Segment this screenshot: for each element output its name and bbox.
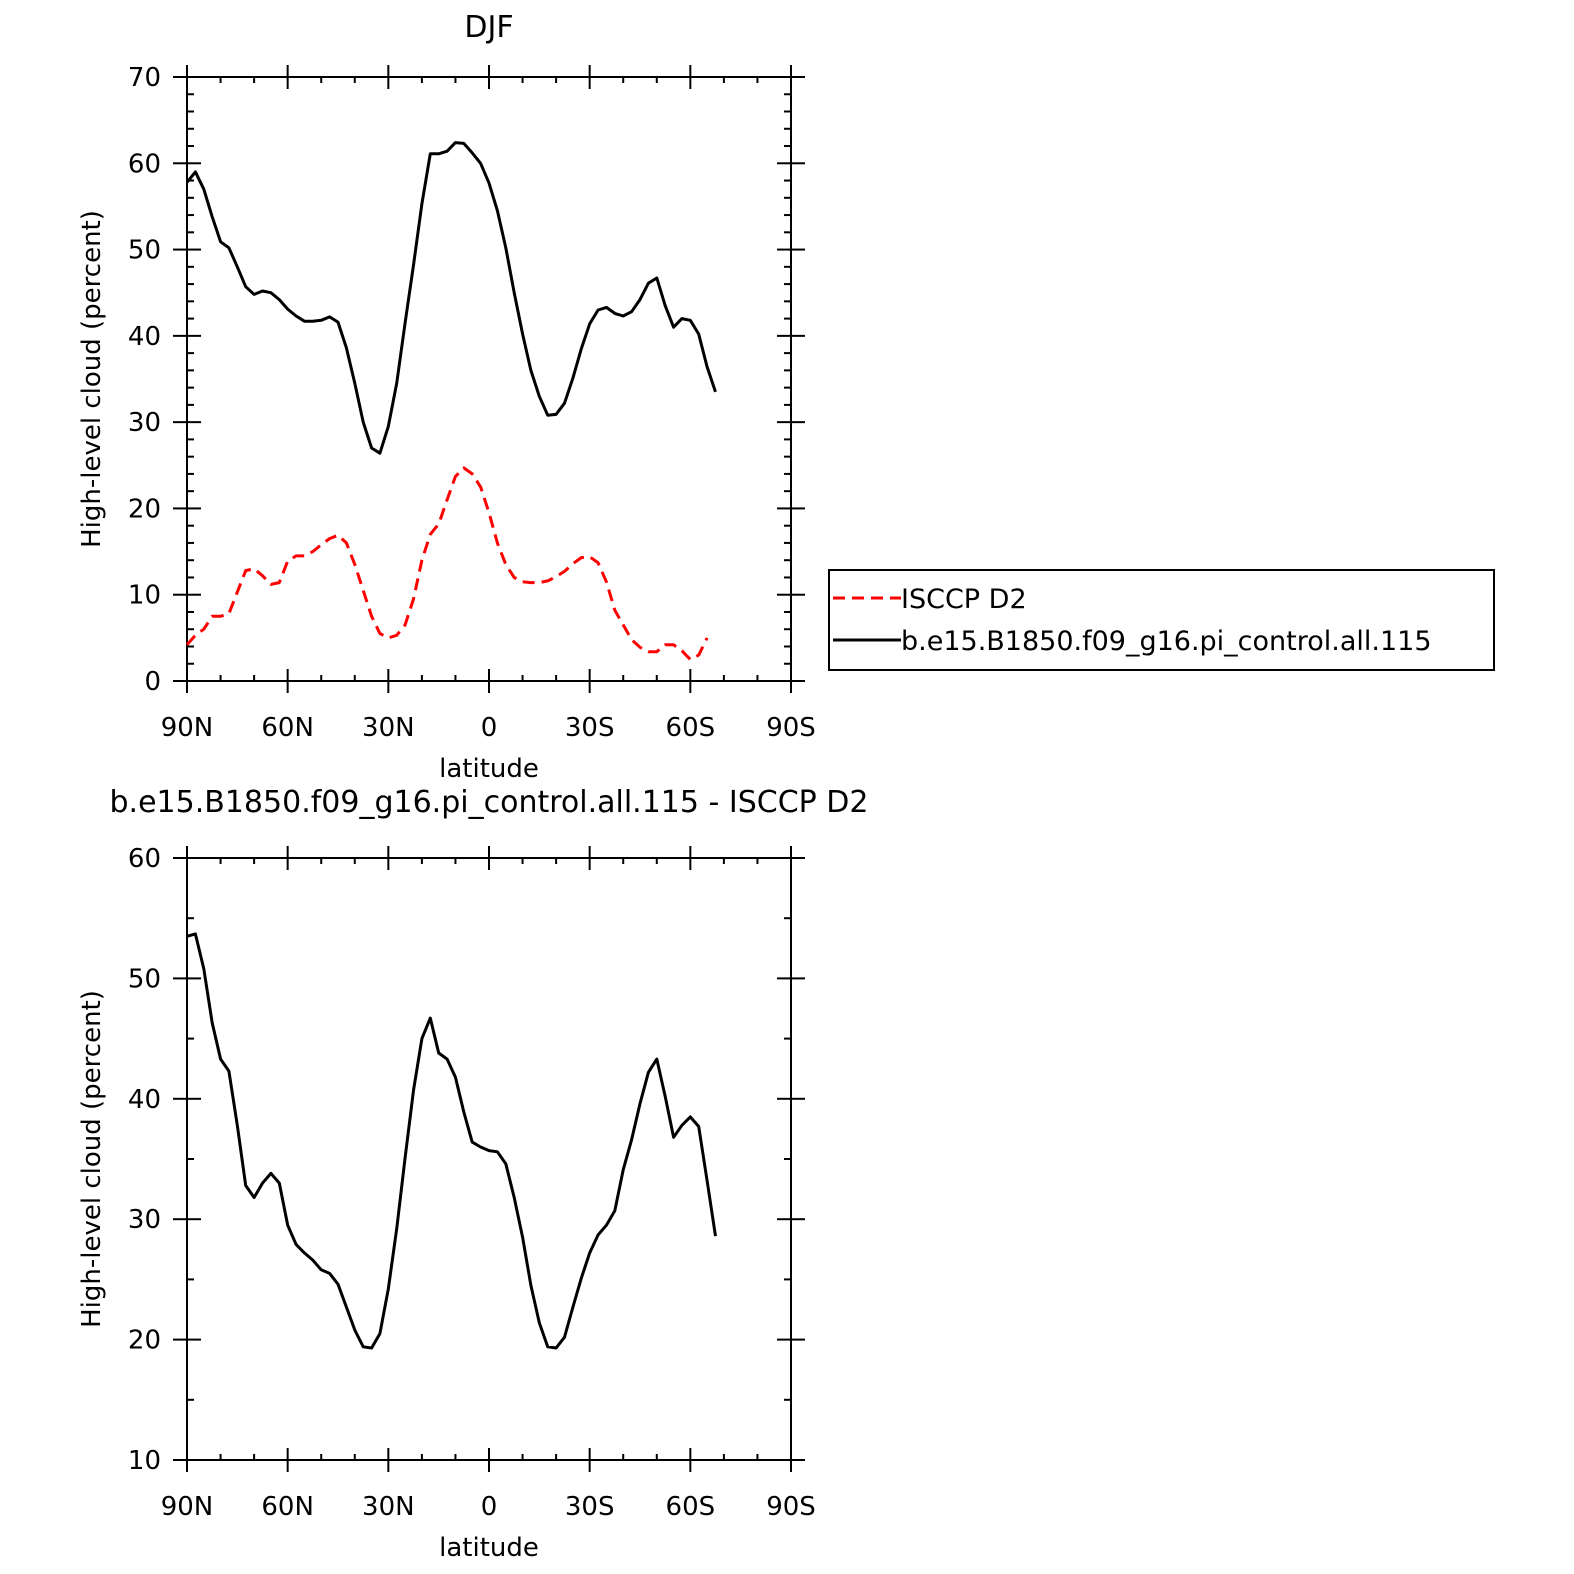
x-tick-label: 60N [261, 713, 314, 743]
x-tick-label: 30N [362, 1492, 415, 1522]
series-line-2 [185, 141, 717, 455]
x-tick-label: 90N [161, 1492, 214, 1522]
y-tick-label: 20 [128, 494, 161, 524]
plot-frame [186, 857, 792, 1461]
x-tick-label: 30N [362, 713, 415, 743]
y-tick-label: 60 [128, 844, 161, 874]
y-tick-label: 30 [128, 408, 161, 438]
x-tick-label: 30S [565, 1492, 615, 1522]
legend-label: b.e15.B1850.f09_g16.pi_control.all.115 [901, 626, 1432, 657]
x-axis-label: latitude [439, 754, 539, 784]
y-tick-label: 50 [128, 964, 161, 994]
plot-2: b.e15.B1850.f09_g16.pi_control.all.115 -… [77, 785, 868, 1563]
x-tick-label: 0 [481, 1492, 498, 1522]
x-tick-label: 90S [766, 1492, 816, 1522]
y-tick-label: 20 [128, 1326, 161, 1356]
y-tick-label: 10 [128, 581, 161, 611]
x-tick-label: 60S [666, 1492, 716, 1522]
legend-box [828, 569, 1495, 671]
y-tick-label: 50 [128, 236, 161, 266]
x-tick-label: 90N [161, 713, 214, 743]
legend: ISCCP D2 b.e15.B1850.f09_g16.pi_control.a… [828, 569, 1495, 671]
plot-frame [186, 76, 792, 682]
y-tick-label: 70 [128, 63, 161, 93]
y-tick-label: 30 [128, 1205, 161, 1235]
x-tick-label: 60S [666, 713, 716, 743]
y-tick-label: 0 [144, 667, 161, 697]
series-line-1 [185, 466, 709, 661]
y-axis-label: High-level cloud (percent) [77, 210, 107, 548]
x-tick-label: 90S [766, 713, 816, 743]
series-line-1 [186, 932, 717, 1350]
y-tick-label: 40 [128, 1085, 161, 1115]
plot-title: DJF [464, 10, 513, 45]
x-tick-label: 0 [481, 713, 498, 743]
x-tick-label: 60N [261, 1492, 314, 1522]
x-axis-label: latitude [439, 1533, 539, 1563]
y-axis-label: High-level cloud (percent) [77, 990, 107, 1328]
x-tick-label: 30S [565, 713, 615, 743]
y-tick-label: 40 [128, 322, 161, 352]
y-tick-label: 10 [128, 1446, 161, 1476]
y-tick-label: 60 [128, 149, 161, 179]
plot-title: b.e15.B1850.f09_g16.pi_control.all.115 -… [110, 785, 869, 820]
plot-1: DJF 90N 60N 30N 0 30S 60S 90S 0 10 20 30 40 50 60 70 lat… [77, 10, 1495, 784]
legend-label: ISCCP D2 [901, 584, 1027, 615]
